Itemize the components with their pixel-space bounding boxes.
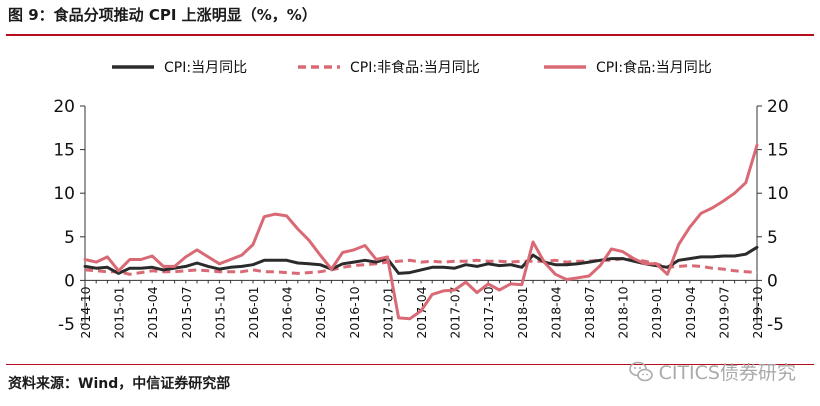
x-tick-label: 2015-10	[212, 286, 227, 338]
x-tick-label: 2016-10	[347, 286, 362, 338]
x-axis: 2014-10 2015-01 2015-04 2015-07 2015-10 2016-…	[78, 279, 765, 339]
x-tick-label: 2016-01	[246, 286, 261, 338]
line-chart: CPI:当月同比 CPI:非食品:当月同比 CPI:食品:当月同比 -5 0 5 10 15…	[53, 59, 789, 339]
y-tick-label-left: 15	[53, 141, 75, 161]
x-tick-label: 2018-04	[548, 286, 563, 338]
footer-rule	[6, 364, 814, 365]
x-tick-label: 2019-01	[649, 286, 664, 338]
series-line-0	[83, 245, 759, 275]
y-tick-label-left: 5	[64, 228, 75, 248]
watermark-text: CITICS债券研究	[658, 362, 796, 384]
y-tick-label-right: 10	[767, 184, 789, 204]
y-tick-label-right: 15	[767, 141, 789, 161]
y-tick-label-left: 0	[64, 271, 75, 291]
x-tick-label: 2019-04	[683, 286, 698, 338]
y-axis-right: -5 0 5 10 15 20	[756, 97, 789, 335]
x-tick-label: 2019-10	[750, 286, 765, 338]
x-tick-label: 2015-01	[112, 286, 127, 338]
x-tick-label: 2018-07	[582, 286, 597, 338]
x-tick-label: 2017-07	[448, 286, 463, 338]
y-tick-label-right: 5	[767, 228, 778, 248]
x-tick-label: 2019-07	[716, 286, 731, 338]
x-tick-label: 2017-01	[380, 286, 395, 338]
title-rule	[6, 34, 814, 36]
source-note: 资料来源：Wind，中信证券研究部	[8, 376, 231, 392]
series-line-1	[84, 257, 758, 276]
legend-label-0: CPI:当月同比	[164, 60, 247, 76]
x-tick-label: 2017-10	[481, 286, 496, 338]
series-line-2	[83, 143, 759, 321]
x-tick-label: 2018-01	[515, 286, 530, 338]
legend-label-2: CPI:食品:当月同比	[596, 59, 712, 76]
y-tick-label-right: -5	[767, 315, 784, 335]
wechat-icon	[628, 361, 653, 381]
y-axis-left: -5 0 5 10 15 20	[53, 97, 86, 335]
y-tick-label-left: -5	[58, 315, 75, 335]
x-tick-label: 2014-10	[78, 286, 93, 338]
x-tick-label: 2016-07	[313, 286, 328, 338]
plot-lines	[83, 143, 759, 321]
x-tick-label: 2016-04	[280, 286, 295, 338]
x-tick-label: 2017-04	[414, 286, 429, 338]
watermark: CITICS债券研究	[628, 358, 796, 385]
y-tick-label-right: 0	[767, 271, 778, 291]
y-tick-label-right: 20	[767, 97, 789, 117]
x-tick-label: 2018-10	[616, 286, 631, 338]
legend: CPI:当月同比 CPI:非食品:当月同比 CPI:食品:当月同比	[112, 59, 712, 76]
y-tick-label-left: 10	[53, 184, 75, 204]
x-tick-label: 2015-07	[179, 286, 194, 338]
figure-title: 图 9：食品分项推动 CPI 上涨明显（%，%）	[8, 6, 317, 24]
x-tick-label: 2015-04	[145, 286, 160, 338]
legend-label-1: CPI:非食品:当月同比	[350, 59, 480, 76]
y-tick-label-left: 20	[53, 97, 75, 117]
